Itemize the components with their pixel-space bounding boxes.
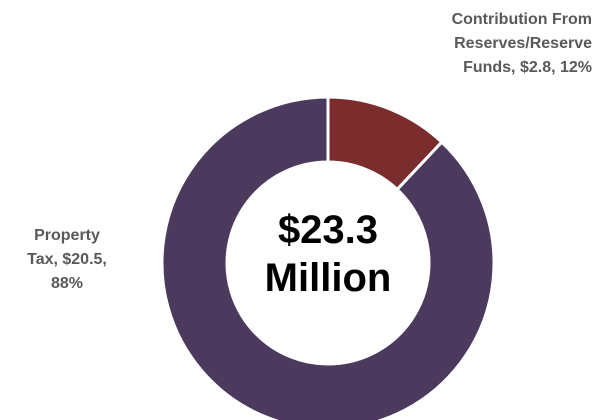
donut-slice-1 xyxy=(160,95,496,420)
center-total-unit: Million xyxy=(264,256,392,300)
donut-slices xyxy=(160,95,496,420)
slice-label-property-tax: Property Tax, $20.5, 88% xyxy=(27,227,107,292)
center-total-amount: $23.3 xyxy=(277,208,379,252)
slice-label-reserves: Contribution From Reserves/Reserve Funds… xyxy=(451,11,592,76)
